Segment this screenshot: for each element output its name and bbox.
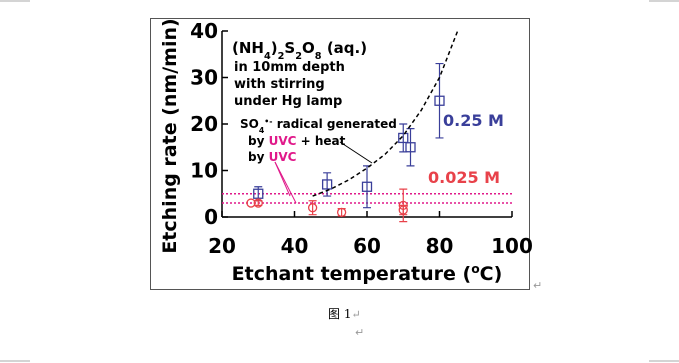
data-point (246, 198, 256, 208)
text-segment: 2 (295, 51, 302, 62)
figure-frame (150, 18, 530, 290)
caption: 图 1↵ (328, 305, 361, 322)
paragraph-mark: ↵ (351, 308, 361, 321)
text-segment: C) (480, 263, 503, 285)
x-tick-label: 20 (208, 234, 236, 258)
caption-text: 图 1 (328, 307, 352, 321)
annotation: (NH4)2S2O8 (aq.) (232, 39, 367, 62)
annotation: under Hg lamp (234, 94, 342, 109)
y-tick-label: 0 (204, 205, 218, 229)
text-segment: UVC (269, 150, 297, 164)
annotation: SO4•- radical generated (240, 117, 397, 135)
data-point (253, 188, 264, 199)
annotation: with stirring (234, 77, 325, 92)
annotation-arrow (274, 161, 297, 204)
text-segment: 4 (264, 51, 271, 62)
text-segment: (NH (232, 39, 264, 57)
text-segment: by (248, 134, 269, 148)
y-tick-label: 10 (190, 159, 218, 183)
annotation-arrow (339, 141, 373, 164)
x-tick-label: 100 (491, 234, 533, 258)
data-point (307, 203, 318, 213)
data-point (434, 95, 445, 106)
x-axis-label: Etchant temperature (oC) (232, 262, 503, 285)
text-segment: 0.25 M (443, 111, 504, 130)
data-point (398, 205, 408, 215)
text-segment: •- (264, 117, 272, 126)
text-segment: in 10mm depth (234, 60, 345, 75)
annotation: by UVC + heat (248, 134, 346, 148)
text-segment: with stirring (234, 77, 325, 92)
text-segment: 0.025 M (428, 168, 500, 187)
error-bar (435, 62, 444, 139)
annotation: 0.025 M (428, 168, 500, 187)
annotation: by UVC (248, 150, 297, 164)
text-segment: radical generated (273, 117, 397, 131)
data-point (361, 181, 373, 192)
y-tick-label: 30 (190, 66, 218, 90)
y-axis-label: Etching rate (nm/min) (159, 18, 181, 253)
x-tick-label: 80 (426, 234, 454, 258)
y-tick-label: 20 (190, 112, 218, 136)
text-segment: + heat (296, 134, 345, 148)
data-point (336, 207, 347, 218)
error-bar (254, 200, 263, 206)
annotation: 0.25 M (443, 111, 504, 130)
annotation: in 10mm depth (234, 60, 345, 75)
data-point (398, 132, 409, 144)
data-point (405, 142, 416, 153)
text-segment: under Hg lamp (234, 94, 342, 109)
data-point (253, 198, 263, 208)
x-tick-label: 40 (281, 234, 309, 258)
text-segment: 8 (315, 51, 322, 62)
x-tick-label: 60 (353, 234, 381, 258)
text-segment: 2 (278, 51, 285, 62)
text-segment: S (284, 39, 295, 57)
y-tick-label: 40 (190, 19, 218, 43)
text-segment: ) (271, 39, 278, 57)
fit-curve (312, 30, 459, 197)
text-segment: 4 (259, 126, 265, 135)
data-point (321, 179, 333, 190)
text-segment: by (248, 150, 269, 164)
text-segment: SO (240, 117, 259, 131)
paragraph-mark: ↵ (355, 326, 365, 339)
error-bar (323, 172, 332, 197)
text-segment: O (302, 39, 315, 57)
text-segment: Etchant temperature ( (232, 263, 472, 285)
text-segment: UVC (269, 134, 297, 148)
error-bar (406, 128, 415, 167)
text-segment: (aq.) (322, 39, 368, 57)
paragraph-mark: ↵ (533, 279, 543, 292)
text-segment: o (471, 262, 479, 276)
